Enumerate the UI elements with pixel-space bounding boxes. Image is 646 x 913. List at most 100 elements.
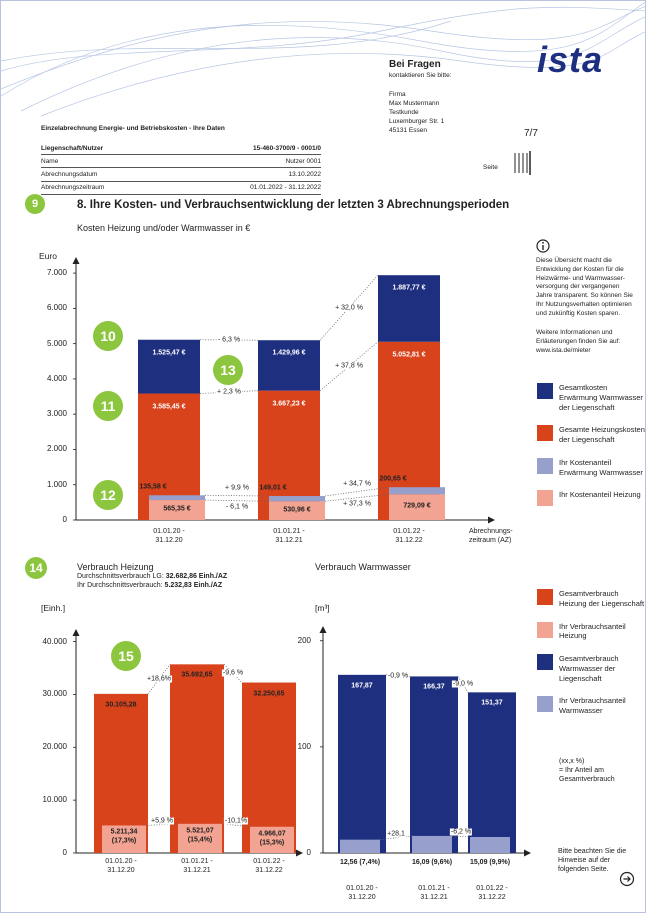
legend-item: Gesamtverbrauch Heizung der Liegenschaft [537, 589, 645, 609]
x-tick-label: 01.01.22 - 31.12.22 [393, 528, 425, 544]
legend-swatch [537, 621, 553, 638]
consumption-legend: Gesamtverbrauch Heizung der Liegenschaft… [537, 589, 645, 716]
x-tick-label: 01.01.20 - 31.12.20 [346, 885, 378, 901]
header-waves [1, 1, 645, 117]
value-label: 200,65 € [379, 475, 407, 483]
label: Ihr Durchschnittsverbrauch: [77, 582, 163, 589]
y-tick-label: 2.000 [46, 444, 67, 454]
axis-arrow [319, 626, 327, 633]
y-tick-label: 20.000 [42, 742, 67, 752]
value-label: 149,01 € [259, 484, 287, 492]
table-cell: Abrechnungsdatum [41, 167, 174, 182]
value-label: 530,96 € [283, 506, 311, 514]
value-label: 135,58 € [139, 483, 167, 491]
axis-arrow [296, 849, 303, 857]
legend-item: Gesamtkosten Erwärmung Warmwasser der Li… [537, 383, 645, 412]
x-tick-label: 01.01.22 - 31.12.22 [476, 885, 508, 901]
y-tick-label: 40.000 [42, 636, 67, 646]
heating-avg-property: Durchschnittsverbrauch LG: 32.682,86 Ein… [77, 573, 227, 580]
value-label: 12,56 (7,4%) [339, 859, 381, 866]
badge: 14 [25, 557, 47, 579]
bar-segment [269, 496, 325, 502]
y-tick-label: 4.000 [46, 373, 67, 383]
value-label: 5.052,81 € [392, 351, 426, 359]
address-line: Firma [389, 91, 406, 98]
value-label: 3.667,23 € [272, 400, 306, 408]
contact-title: Bei Fragen [389, 59, 441, 70]
legend-item: Ihr Kostenanteil Erwärmung Warmwasser [537, 457, 645, 478]
change-label: + 2,3 % [216, 388, 242, 396]
table-row: Abrechnungsdatum 13.10.2022 [41, 167, 321, 182]
bar-segment [378, 275, 440, 342]
x-tick-label: 01.01.22 - 31.12.22 [253, 858, 285, 874]
change-label: -9,0 % [451, 680, 475, 688]
bar-segment [149, 495, 205, 501]
table-cell: Liegenschaft/Nutzer [41, 142, 174, 156]
bar-segment [389, 487, 445, 495]
y-tick-label: 0 [62, 515, 67, 524]
value-label: 15,09 (9,9%) [469, 859, 511, 866]
x-axis-label: Abrechnungs-zeitraum (AZ) [469, 528, 513, 544]
change-label: +5,9 % [150, 817, 174, 825]
bar-segment [338, 674, 386, 853]
badge: 13 [213, 355, 243, 385]
y-tick-label: 6.000 [46, 303, 67, 313]
change-label: -10,1% [223, 817, 249, 825]
legend-label: Gesamtverbrauch Warmwasser der Liegensch… [559, 654, 619, 683]
logo: ista [537, 39, 604, 80]
bar-segment [242, 682, 296, 853]
bar-segment [468, 692, 516, 853]
axis-arrow [72, 257, 80, 264]
legend-label: Gesamtverbrauch Heizung der Liegenschaft [559, 589, 645, 608]
info-icon [536, 239, 550, 253]
info-text: Diese Übersicht macht die Entwicklung de… [536, 257, 633, 317]
bar-segment [170, 664, 224, 853]
change-label: -0,9 % [386, 672, 410, 680]
value: 32.682,86 Einh./AZ [165, 573, 228, 580]
bar-segment [250, 826, 294, 853]
change-label: +18,6% [146, 675, 172, 683]
y-tick-label: 10.000 [42, 795, 67, 805]
info-more: Weitere Informationen und Erläuterungen … [536, 329, 621, 354]
address-line: Luxemburger Str. 1 [389, 118, 445, 125]
value: 5.232,83 Einh./AZ [164, 582, 223, 589]
table-cell: Nutzer 0001 [173, 154, 321, 169]
value-label: 4.966,07 (15,3%) [258, 830, 286, 846]
badge: 11 [93, 391, 123, 421]
bar-segment [102, 825, 146, 853]
legend-item: Gesamte Heizungskosten der Liegenschaft [537, 425, 645, 445]
bar-segment [412, 835, 452, 853]
y-tick-label: 0 [306, 848, 311, 857]
badge: 15 [111, 641, 141, 671]
legend-swatch [537, 457, 553, 474]
x-tick-label: 01.01.21 - 31.12.21 [273, 528, 305, 544]
table-cell: Name [41, 154, 174, 169]
legend-label: Gesamte Heizungskosten der Liegenschaft [559, 425, 645, 444]
footer-note: Bitte beachten Sie die Hinweise auf der … [558, 848, 627, 874]
axis-arrow [488, 516, 495, 524]
y-axis-label: [m³] [315, 603, 330, 613]
y-tick-label: 1.000 [46, 479, 67, 489]
value-label: 729,09 € [403, 502, 431, 510]
label: Durchschnittsverbrauch LG: [77, 573, 164, 580]
address-line: Testkunde [389, 109, 419, 116]
change-label: + 37,8 % [334, 362, 364, 370]
legend-swatch [537, 654, 553, 670]
legend-swatch [537, 696, 553, 713]
y-tick-label: 7.000 [46, 268, 67, 278]
y-tick-label: 3.000 [46, 409, 67, 419]
legend-label: Ihr Kostenanteil Erwärmung Warmwasser [559, 457, 643, 477]
value-label: 35.692,65 [181, 671, 213, 679]
section-title: 8. Ihre Kosten- und Verbrauchsentwicklun… [77, 199, 510, 211]
y-tick-label: 200 [297, 635, 311, 645]
heating-title: Verbrauch Heizung [77, 562, 154, 572]
value-label: 167,87 [351, 682, 373, 690]
change-connector [457, 676, 469, 693]
table-cell: Abrechnungszeitraum [41, 181, 174, 195]
x-tick-label: 01.01.21 - 31.12.21 [418, 885, 450, 901]
change-connector [324, 493, 390, 502]
note-line: = Ihr Anteil am Gesamtverbrauch [559, 767, 615, 784]
address-line: Max Mustermann [389, 100, 440, 107]
bar-segment [269, 501, 325, 520]
